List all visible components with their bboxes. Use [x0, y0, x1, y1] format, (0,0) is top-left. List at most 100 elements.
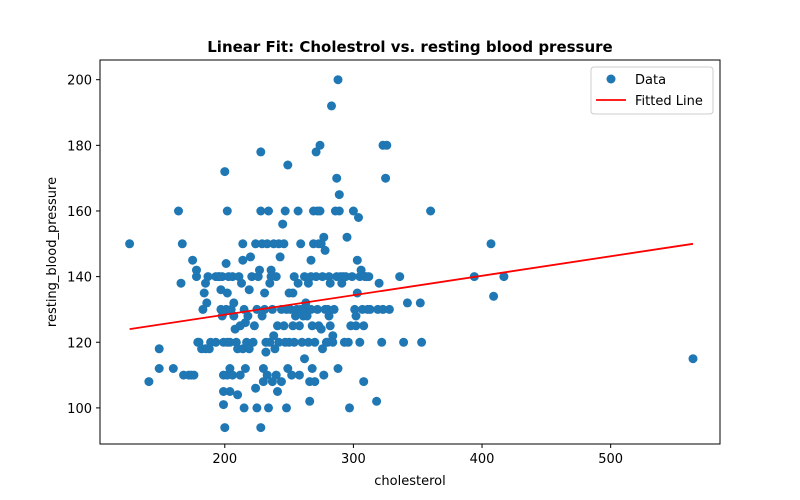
- data-point-76: [247, 272, 257, 282]
- data-point-178: [320, 245, 330, 255]
- data-point-170: [315, 206, 325, 216]
- data-point-55: [229, 298, 239, 308]
- data-point-193: [333, 75, 343, 85]
- data-point-188: [328, 337, 338, 347]
- data-point-6: [176, 278, 186, 288]
- data-point-82: [252, 403, 262, 413]
- data-point-125: [283, 160, 293, 170]
- data-point-77: [248, 337, 258, 347]
- data-point-185: [325, 278, 335, 288]
- data-point-218: [359, 321, 369, 331]
- data-point-234: [395, 272, 405, 282]
- data-point-143: [297, 337, 307, 347]
- data-point-13: [192, 272, 201, 282]
- data-point-201: [341, 272, 351, 282]
- data-point-3: [154, 344, 164, 354]
- data-point-96: [262, 239, 272, 249]
- data-point-206: [347, 272, 357, 282]
- data-point-119: [279, 239, 289, 249]
- data-point-133: [289, 272, 299, 282]
- data-point-63: [237, 278, 246, 288]
- data-point-98: [264, 403, 273, 413]
- data-point-4: [168, 364, 178, 373]
- data-point-153: [305, 396, 315, 406]
- data-point-73: [244, 285, 254, 295]
- data-point-90: [258, 377, 268, 387]
- data-point-189: [329, 304, 339, 314]
- data-point-169: [315, 140, 325, 150]
- x-axis: 200 300 400 500: [212, 444, 623, 467]
- data-point-203: [343, 337, 353, 347]
- data-point-209: [351, 321, 361, 331]
- data-point-66: [238, 344, 248, 354]
- data-point-126: [283, 364, 293, 373]
- data-point-211: [352, 288, 362, 298]
- data-point-216: [356, 265, 366, 275]
- data-point-207: [348, 206, 358, 216]
- y-axis-label: resting_blood_pressure: [45, 177, 60, 327]
- data-point-75: [246, 252, 255, 262]
- data-point-145: [300, 354, 309, 364]
- x-tick-label-0: 200: [212, 452, 237, 467]
- data-point-80: [251, 383, 261, 393]
- data-point-118: [278, 219, 288, 229]
- data-point-87: [256, 206, 266, 216]
- data-point-154: [306, 255, 316, 265]
- data-point-223: [364, 272, 374, 282]
- data-point-35: [219, 387, 228, 396]
- data-point-176: [319, 370, 329, 380]
- data-point-202: [342, 232, 352, 242]
- data-point-230: [378, 304, 388, 314]
- data-point-11: [188, 255, 198, 265]
- chart-title: Linear Fit: Cholestrol vs. resting blood…: [207, 38, 612, 56]
- data-point-142: [296, 239, 306, 249]
- data-point-110: [271, 370, 281, 380]
- data-point-138: [293, 278, 303, 288]
- data-point-131: [288, 288, 298, 298]
- data-point-72: [243, 311, 253, 321]
- data-point-227: [374, 278, 384, 288]
- data-point-111: [273, 321, 282, 331]
- data-point-115: [275, 252, 285, 262]
- data-point-186: [327, 101, 336, 111]
- data-point-2: [154, 364, 164, 373]
- data-point-105: [267, 377, 277, 387]
- y-axis: 100 120 140 160 180 200: [67, 74, 100, 417]
- data-point-50: [225, 337, 235, 347]
- data-point-151: [303, 337, 313, 347]
- data-point-103: [266, 265, 276, 275]
- data-point-238: [417, 337, 427, 347]
- data-point-130: [287, 370, 297, 380]
- data-point-1: [144, 377, 154, 387]
- plot-frame: [99, 59, 721, 445]
- data-point-39: [220, 423, 230, 433]
- y-tick-label-4: 180: [67, 139, 92, 154]
- data-point-163: [311, 147, 321, 157]
- data-point-175: [319, 232, 329, 242]
- data-point-243: [499, 272, 509, 282]
- y-tick-label-3: 160: [67, 205, 92, 220]
- data-point-120: [279, 321, 289, 331]
- data-point-117: [276, 377, 286, 387]
- data-point-161: [310, 337, 320, 347]
- data-point-233: [384, 304, 394, 314]
- data-point-244: [688, 354, 698, 364]
- data-point-225: [372, 396, 382, 406]
- data-point-99: [264, 206, 273, 216]
- data-point-210: [351, 311, 361, 321]
- data-point-241: [486, 239, 496, 249]
- data-point-93: [260, 288, 270, 298]
- data-point-114: [274, 337, 284, 347]
- data-point-195: [334, 190, 344, 200]
- data-point-41: [221, 259, 231, 268]
- data-point-132: [288, 321, 298, 331]
- data-point-19: [199, 288, 209, 298]
- legend-box: [590, 66, 714, 115]
- fitted-line: [129, 242, 694, 330]
- data-point-108: [270, 344, 280, 354]
- data-point-224: [365, 304, 375, 314]
- data-point-53: [228, 272, 237, 282]
- data-point-165: [312, 304, 322, 314]
- data-point-232: [382, 140, 392, 150]
- data-point-158: [307, 364, 317, 373]
